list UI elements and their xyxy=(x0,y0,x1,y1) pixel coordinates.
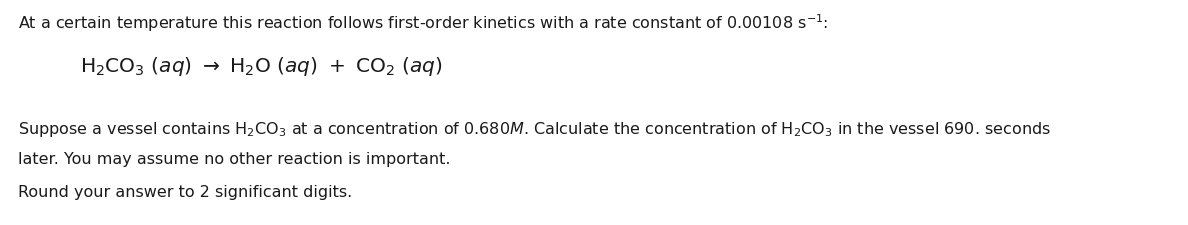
Text: later. You may assume no other reaction is important.: later. You may assume no other reaction … xyxy=(18,151,450,166)
Text: Round your answer to 2 significant digits.: Round your answer to 2 significant digit… xyxy=(18,184,353,199)
Text: $\mathregular{H_2CO_3}\ \mathit{(aq)}\ \rightarrow\ \mathregular{H_2O}\ \mathit{: $\mathregular{H_2CO_3}\ \mathit{(aq)}\ \… xyxy=(80,55,443,78)
Text: At a certain temperature this reaction follows first-order kinetics with a rate : At a certain temperature this reaction f… xyxy=(18,12,828,34)
Text: Suppose a vessel contains $\mathregular{H_2CO_3}$ at a concentration of $0.680\m: Suppose a vessel contains $\mathregular{… xyxy=(18,119,1051,138)
